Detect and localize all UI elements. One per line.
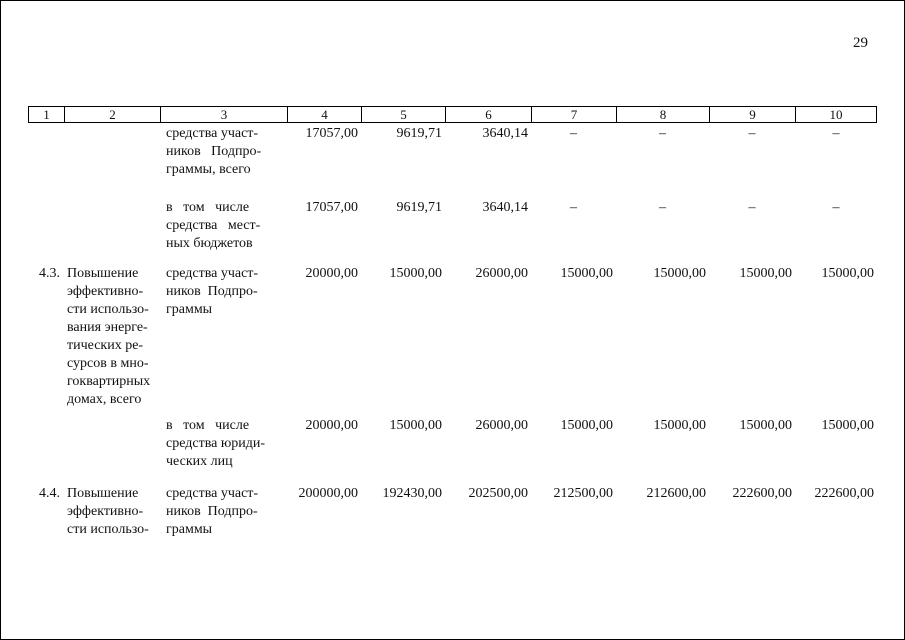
value-cell: 3640,14 [482, 126, 529, 141]
measure-title-cell: Повышение эффективно- сти использо- [67, 486, 149, 537]
value-cell: 15000,00 [821, 266, 875, 281]
measure-title-cell: Повышение эффективно- сти использо- вани… [67, 266, 151, 407]
value-cell: 15000,00 [389, 418, 443, 433]
value-cell: 15000,00 [389, 266, 443, 281]
funding-source-cell: средства участ- ников Подпро- граммы, вс… [166, 126, 262, 177]
funding-source-cell: в том числе средства юриди- ческих лиц [166, 418, 266, 469]
value-cell: 222600,00 [814, 486, 875, 501]
page-number: 29 [853, 35, 868, 51]
column-header-3: 3 [160, 106, 287, 123]
table-row: в том числе средства мест- ных бюджетов … [28, 199, 878, 253]
value-cell: – [570, 126, 577, 141]
value-cell: 200000,00 [298, 486, 359, 501]
value-cell: 17057,00 [305, 126, 359, 141]
column-header-6: 6 [445, 106, 531, 123]
value-cell: 15000,00 [653, 266, 707, 281]
value-cell: 26000,00 [475, 266, 529, 281]
value-cell: – [748, 200, 756, 215]
value-cell: 20000,00 [305, 418, 359, 433]
value-cell: 17057,00 [305, 200, 359, 215]
value-cell: 9619,71 [396, 126, 443, 141]
value-cell: 3640,14 [482, 200, 529, 215]
table-row: средства участ- ников Подпро- граммы, вс… [28, 125, 878, 179]
value-cell: 15000,00 [653, 418, 707, 433]
column-header-2: 2 [64, 106, 160, 123]
column-header-9: 9 [709, 106, 795, 123]
value-cell: 15000,00 [560, 266, 614, 281]
funding-source-cell: средства участ- ников Подпро- граммы [166, 486, 259, 537]
value-cell: – [659, 200, 666, 215]
value-cell: 212600,00 [646, 486, 707, 501]
value-cell: 222600,00 [732, 486, 793, 501]
value-cell: – [659, 126, 666, 141]
budget-table: 1 2 3 4 5 6 7 8 9 10 средства участ- ник… [28, 106, 878, 539]
value-cell: 15000,00 [560, 418, 614, 433]
value-cell: 212500,00 [553, 486, 614, 501]
table-row: в том числе средства юриди- ческих лиц 2… [28, 417, 878, 471]
item-number-cell: 4.3. [39, 266, 60, 281]
column-header-7: 7 [531, 106, 616, 123]
column-header-1: 1 [28, 106, 64, 123]
value-cell: – [832, 200, 840, 215]
value-cell: – [570, 200, 577, 215]
value-cell: – [748, 126, 756, 141]
value-cell: 26000,00 [475, 418, 529, 433]
table-header-row: 1 2 3 4 5 6 7 8 9 10 [28, 106, 878, 123]
value-cell: 9619,71 [396, 200, 443, 215]
value-cell: 192430,00 [382, 486, 443, 501]
value-cell: 202500,00 [468, 486, 529, 501]
value-cell: 15000,00 [739, 418, 793, 433]
value-cell: 15000,00 [739, 266, 793, 281]
item-number-cell: 4.4. [39, 486, 60, 501]
value-cell: 15000,00 [821, 418, 875, 433]
column-header-10: 10 [795, 106, 877, 123]
value-cell: 20000,00 [305, 266, 359, 281]
table-row: 4.4. Повышение эффективно- сти использо-… [28, 485, 878, 539]
funding-source-cell: в том числе средства мест- ных бюджетов [166, 200, 261, 251]
column-header-5: 5 [361, 106, 445, 123]
funding-source-cell: средства участ- ников Подпро- граммы [166, 266, 259, 317]
value-cell: – [832, 126, 840, 141]
column-header-8: 8 [616, 106, 709, 123]
table-row: 4.3. Повышение эффективно- сти использо-… [28, 265, 878, 409]
column-header-4: 4 [287, 106, 361, 123]
